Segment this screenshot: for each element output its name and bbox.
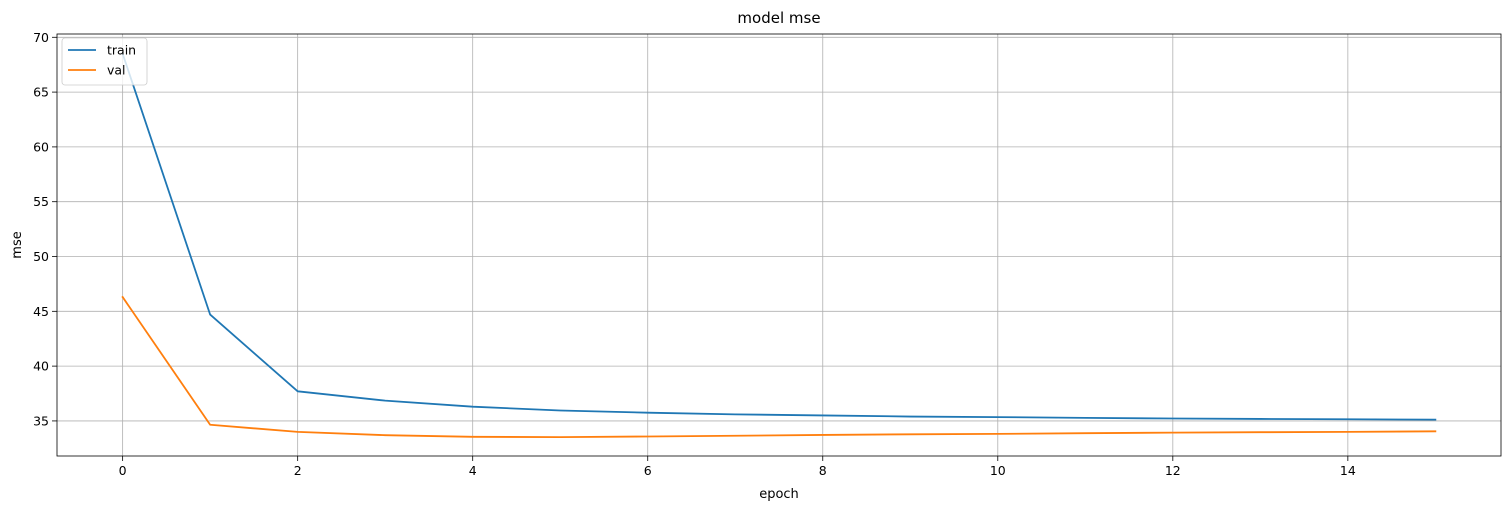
- series-layer: [121, 52, 1437, 439]
- x-tick-label: 12: [1165, 463, 1181, 478]
- legend-label-train: train: [107, 43, 136, 58]
- grid: [57, 34, 1501, 456]
- chart-title: model mse: [737, 9, 820, 27]
- legend-label-val: val: [107, 63, 126, 78]
- y-tick-label: 70: [33, 30, 49, 45]
- x-tick-label: 6: [644, 463, 652, 478]
- y-axis-label: mse: [10, 231, 25, 258]
- x-axis-label: epoch: [759, 487, 799, 502]
- x-axis: 0 2 4 6 8 10 12 14: [119, 456, 1356, 478]
- x-tick-label: 10: [990, 463, 1006, 478]
- y-tick-label: 65: [33, 85, 49, 100]
- y-axis: 35 40 45 50 55 60 65 70: [33, 30, 57, 428]
- legend: train val: [61, 37, 148, 86]
- series-line-train: [121, 52, 1437, 421]
- x-tick-label: 4: [469, 463, 477, 478]
- y-tick-label: 45: [33, 304, 49, 319]
- x-tick-label: 8: [819, 463, 827, 478]
- y-tick-label: 50: [33, 249, 49, 264]
- y-tick-label: 35: [33, 413, 49, 428]
- x-tick-label: 14: [1340, 463, 1356, 478]
- plot-frame: [56, 33, 1502, 457]
- series-line-val: [121, 295, 1437, 439]
- x-tick-label: 2: [294, 463, 302, 478]
- y-tick-label: 40: [33, 359, 49, 374]
- y-tick-label: 55: [33, 194, 49, 209]
- x-tick-label: 0: [119, 463, 127, 478]
- y-tick-label: 60: [33, 139, 49, 154]
